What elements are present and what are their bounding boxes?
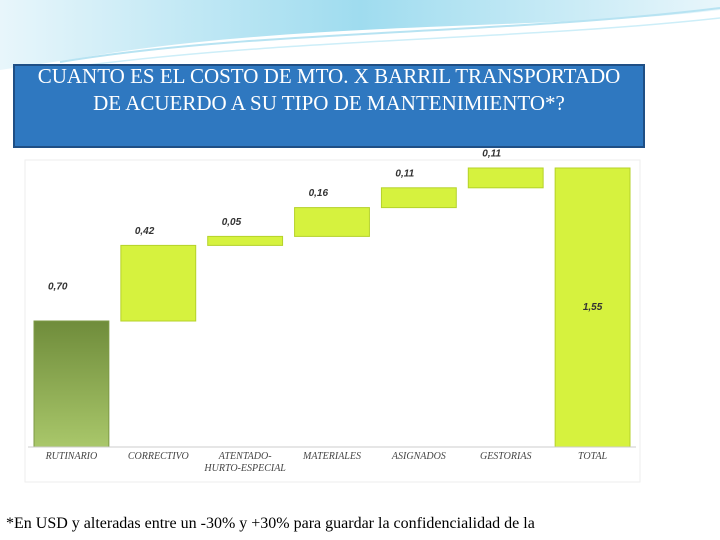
value-label: 0,16 bbox=[309, 188, 329, 199]
x-tick-label: RUTINARIO bbox=[45, 451, 98, 462]
header-swoosh bbox=[79, 17, 720, 67]
value-label: 0,11 bbox=[482, 149, 501, 160]
bar bbox=[294, 207, 370, 237]
value-label: 0,05 bbox=[222, 217, 242, 228]
value-label: 0,70 bbox=[48, 282, 68, 293]
bar bbox=[554, 167, 631, 448]
title-box bbox=[13, 64, 645, 148]
value-label: 0,42 bbox=[135, 226, 155, 237]
header-swoosh bbox=[59, 7, 720, 63]
x-tick-label: ATENTADO-HURTO-ESPECIAL bbox=[203, 451, 286, 474]
chart-title: CUANTO ES EL COSTO DE MTO. X BARRIL TRAN… bbox=[38, 64, 621, 115]
x-tick-label: ASIGNADOS bbox=[391, 451, 446, 462]
x-tick-label: MATERIALES bbox=[302, 451, 361, 462]
bar bbox=[207, 235, 284, 246]
bar bbox=[33, 320, 110, 448]
x-tick-label: CORRECTIVO bbox=[128, 451, 189, 462]
bar bbox=[467, 167, 544, 189]
value-label: 0,11 bbox=[395, 168, 414, 179]
bar bbox=[380, 187, 457, 209]
x-tick-label: GESTORIAS bbox=[480, 451, 531, 462]
x-tick-label: TOTAL bbox=[578, 451, 608, 462]
bar bbox=[120, 244, 197, 322]
value-label: 1,55 bbox=[583, 302, 603, 313]
footnote: *En USD y alteradas entre un -30% y +30%… bbox=[6, 515, 535, 532]
header-decoration bbox=[0, 0, 720, 70]
